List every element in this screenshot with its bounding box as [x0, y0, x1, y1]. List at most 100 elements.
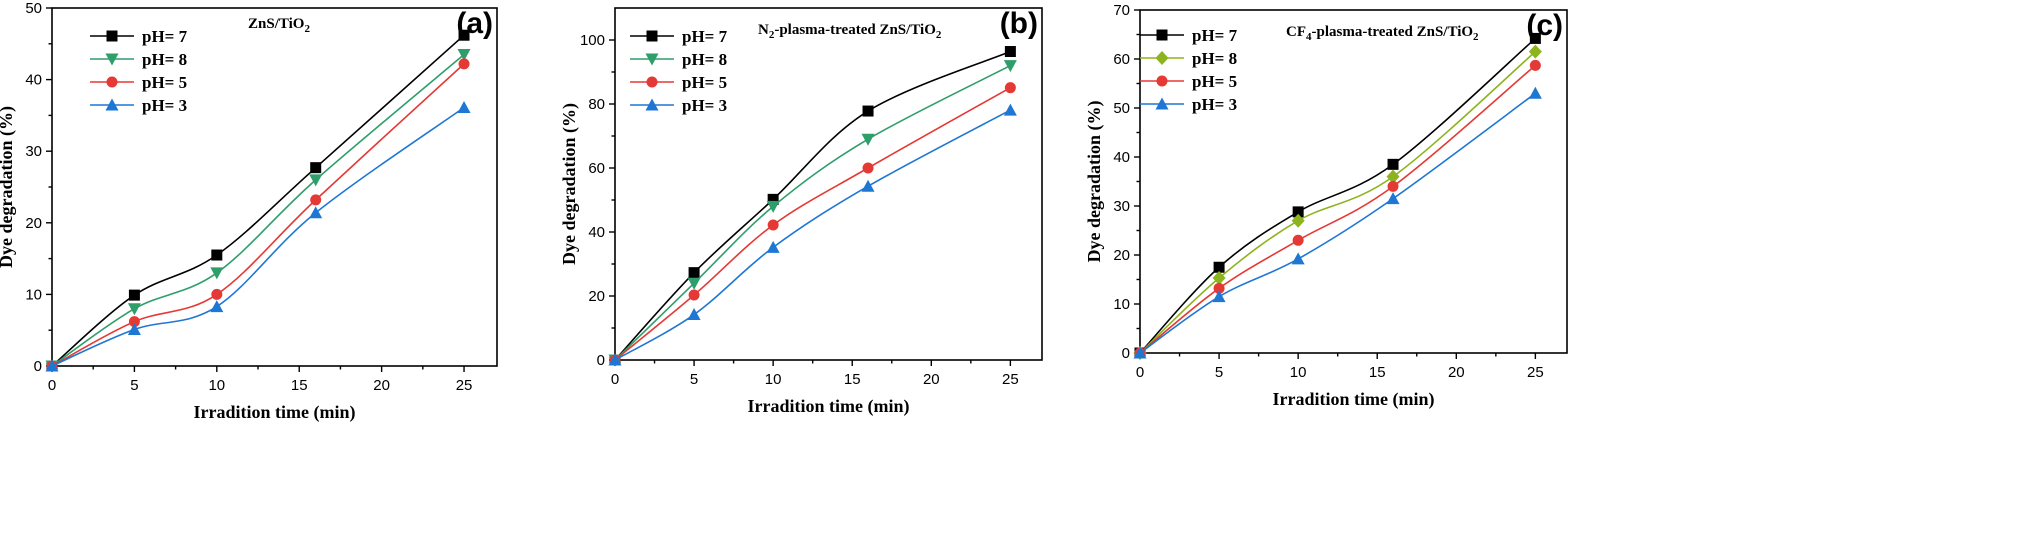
- y-tick-label: 10: [25, 286, 42, 303]
- series-3: [46, 58, 470, 372]
- legend-marker: [106, 30, 118, 42]
- y-tick-label: 60: [1113, 51, 1130, 68]
- legend-label: pH= 8: [142, 50, 187, 69]
- x-tick-label: 5: [1215, 364, 1223, 381]
- title-subscript: 2: [936, 29, 942, 41]
- data-point: [1213, 261, 1225, 273]
- x-tick-label: 5: [130, 377, 138, 394]
- y-tick-label: 80: [588, 96, 605, 113]
- data-point: [1003, 103, 1017, 116]
- data-point: [766, 200, 780, 213]
- x-tick-label: 25: [1002, 371, 1019, 388]
- data-point: [309, 174, 323, 187]
- data-point: [1529, 32, 1541, 44]
- series-3: [609, 82, 1016, 366]
- data-point: [861, 133, 875, 146]
- y-axis-title: Dye degradation (%): [1084, 101, 1105, 263]
- title-subscript: 2: [304, 23, 310, 35]
- title-subscript: 2: [1473, 31, 1479, 43]
- chart-title: N2-plasma-treated ZnS/TiO2: [758, 22, 942, 41]
- data-point: [862, 162, 874, 174]
- x-tick-label: 15: [291, 377, 308, 394]
- title-text: -plasma-treated ZnS/TiO: [774, 22, 936, 38]
- data-point: [687, 308, 701, 321]
- plot-frame: [51, 7, 498, 367]
- data-point: [211, 288, 223, 300]
- data-point: [1292, 206, 1304, 218]
- data-point: [767, 193, 779, 205]
- y-tick-label: 0: [34, 358, 42, 375]
- series-line: [51, 106, 465, 367]
- data-point: [457, 101, 471, 114]
- data-point: [1213, 282, 1225, 294]
- panel-label: (b): [1000, 7, 1038, 40]
- data-point: [210, 300, 224, 313]
- plot-frame: [614, 7, 1043, 361]
- y-tick-label: 50: [25, 0, 42, 17]
- data-point: [1528, 44, 1542, 59]
- y-tick-label: 20: [1113, 247, 1130, 264]
- series-line: [1139, 51, 1536, 354]
- title-subscript: 2: [769, 29, 775, 41]
- x-tick-label: 10: [1290, 364, 1307, 381]
- x-axis-title: Irradition time (min): [1273, 389, 1435, 410]
- legend-marker: [106, 76, 118, 88]
- y-tick-label: 20: [588, 288, 605, 305]
- series-4: [1133, 86, 1542, 359]
- data-point: [457, 49, 471, 62]
- legend-entry: pH= 5: [1140, 72, 1237, 91]
- legend-label: pH= 5: [682, 73, 727, 92]
- legend-marker: [646, 30, 658, 42]
- series-4: [608, 103, 1017, 366]
- data-point: [1386, 169, 1400, 184]
- x-tick-label: 10: [765, 371, 782, 388]
- legend-entry: pH= 3: [630, 96, 727, 115]
- data-point: [1004, 46, 1016, 58]
- series-line: [51, 63, 465, 367]
- series-line: [614, 86, 1011, 361]
- data-point: [1292, 234, 1304, 246]
- data-point: [128, 316, 140, 328]
- legend-label: pH= 3: [1192, 95, 1237, 114]
- title-text: CF: [1286, 24, 1306, 40]
- legend-label: pH= 8: [1192, 49, 1237, 68]
- y-tick-label: 100: [580, 32, 605, 49]
- y-axis-title: Dye degradation (%): [0, 106, 17, 268]
- data-point: [862, 105, 874, 117]
- y-tick-label: 0: [1122, 345, 1130, 362]
- y-tick-label: 70: [1113, 2, 1130, 19]
- data-point: [608, 353, 622, 366]
- legend-marker: [1155, 97, 1169, 110]
- legend-entry: pH= 5: [90, 73, 187, 92]
- chart-panel-1: 0 5 10 15 20 25 0 10 20 30 40 50 Irradition time (mi…: [0, 0, 498, 423]
- legend-entry: pH= 7: [630, 27, 728, 46]
- series-2: [608, 60, 1017, 367]
- data-point: [688, 289, 700, 301]
- chart-panel-3: 0 5 10 15 20 25 0 10 20 30 40 50 60 70 Irradition time…: [1084, 2, 1568, 410]
- x-tick-label: 15: [1369, 364, 1386, 381]
- x-axis-title: Irradition time (min): [194, 402, 356, 423]
- data-point: [458, 29, 470, 41]
- data-point: [127, 322, 141, 335]
- data-point: [128, 289, 140, 301]
- data-point: [1291, 213, 1305, 228]
- data-point: [1387, 180, 1399, 192]
- title-text: N: [758, 22, 769, 38]
- legend-marker: [645, 53, 659, 66]
- legend-entry: pH= 8: [90, 50, 187, 69]
- x-tick-label: 20: [923, 371, 940, 388]
- legend-label: pH= 7: [142, 27, 188, 46]
- y-tick-label: 40: [25, 72, 42, 89]
- data-point: [458, 58, 470, 70]
- x-tick-label: 5: [690, 371, 698, 388]
- series-line: [614, 50, 1011, 361]
- series-line: [51, 34, 465, 367]
- x-tick-label: 10: [208, 377, 225, 394]
- series-line: [1139, 92, 1536, 354]
- legend-marker: [105, 98, 119, 111]
- data-point: [1212, 271, 1226, 286]
- legend-entry: pH= 3: [90, 96, 187, 115]
- data-point: [687, 277, 701, 290]
- x-tick-label: 25: [456, 377, 473, 394]
- legend-marker: [1156, 75, 1168, 87]
